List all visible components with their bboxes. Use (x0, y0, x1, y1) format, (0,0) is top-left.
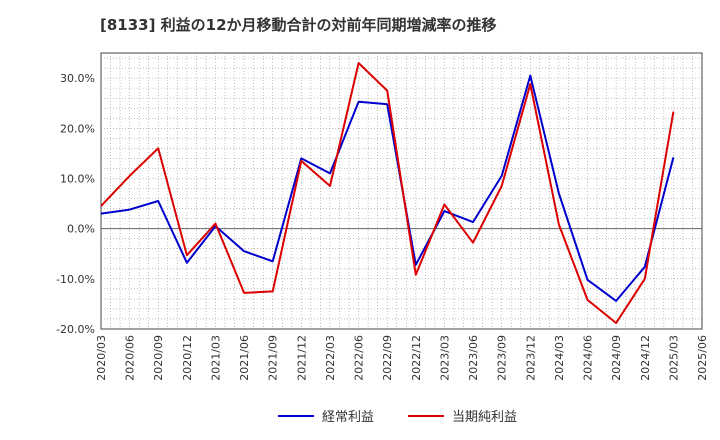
x-tick-label: 2021/09 (267, 335, 280, 381)
x-tick-label: 2022/09 (381, 335, 394, 381)
y-tick-label: 30.0% (60, 72, 95, 85)
x-tick-label: 2025/06 (696, 335, 709, 381)
y-tick-label: 20.0% (60, 122, 95, 135)
legend-label-1: 当期純利益 (452, 410, 517, 425)
x-tick-label: 2020/12 (181, 335, 194, 381)
x-tick-label: 2020/09 (152, 335, 165, 381)
x-tick-label: 2023/09 (496, 335, 509, 381)
x-tick-label: 2022/06 (353, 335, 366, 381)
x-tick-label: 2024/06 (582, 335, 595, 381)
y-tick-label: 10.0% (60, 172, 95, 185)
x-tick-label: 2024/03 (553, 335, 566, 381)
series-line-1 (100, 62, 675, 324)
chart-title: [8133] 利益の12か月移動合計の対前年同期増減率の推移 (100, 16, 497, 34)
x-tick-label: 2024/12 (639, 335, 652, 381)
y-tick-label: -10.0% (56, 273, 95, 286)
plot-area (100, 52, 703, 330)
x-tick-label: 2023/06 (467, 335, 480, 381)
x-tick-label: 2023/03 (438, 335, 451, 381)
y-tick-label: 0.0% (67, 223, 95, 236)
x-tick-label: 2021/03 (209, 335, 222, 381)
x-tick-label: 2023/12 (524, 335, 537, 381)
series-line-0 (100, 74, 675, 302)
x-tick-label: 2022/12 (410, 335, 423, 381)
x-tick-label: 2021/06 (238, 335, 251, 381)
y-axis-ticks: 30.0% 20.0% 10.0% 0.0% -10.0% -20.0% (56, 72, 95, 336)
x-tick-label: 2021/12 (295, 335, 308, 381)
series-lines (100, 62, 675, 324)
grid-lines (100, 53, 703, 330)
x-axis-ticks: 2020/03 2020/06 2020/09 2020/12 2021/03 2021/… (95, 335, 709, 381)
x-tick-label: 2020/06 (124, 335, 137, 381)
x-tick-label: 2022/03 (324, 335, 337, 381)
legend-label-0: 経常利益 (322, 410, 374, 425)
y-tick-label: -20.0% (56, 323, 95, 336)
x-tick-label: 2024/09 (610, 335, 623, 381)
x-tick-label: 2020/03 (95, 335, 108, 381)
x-tick-label: 2025/03 (667, 335, 680, 381)
legend: 経常利益 当期純利益 (278, 410, 517, 425)
